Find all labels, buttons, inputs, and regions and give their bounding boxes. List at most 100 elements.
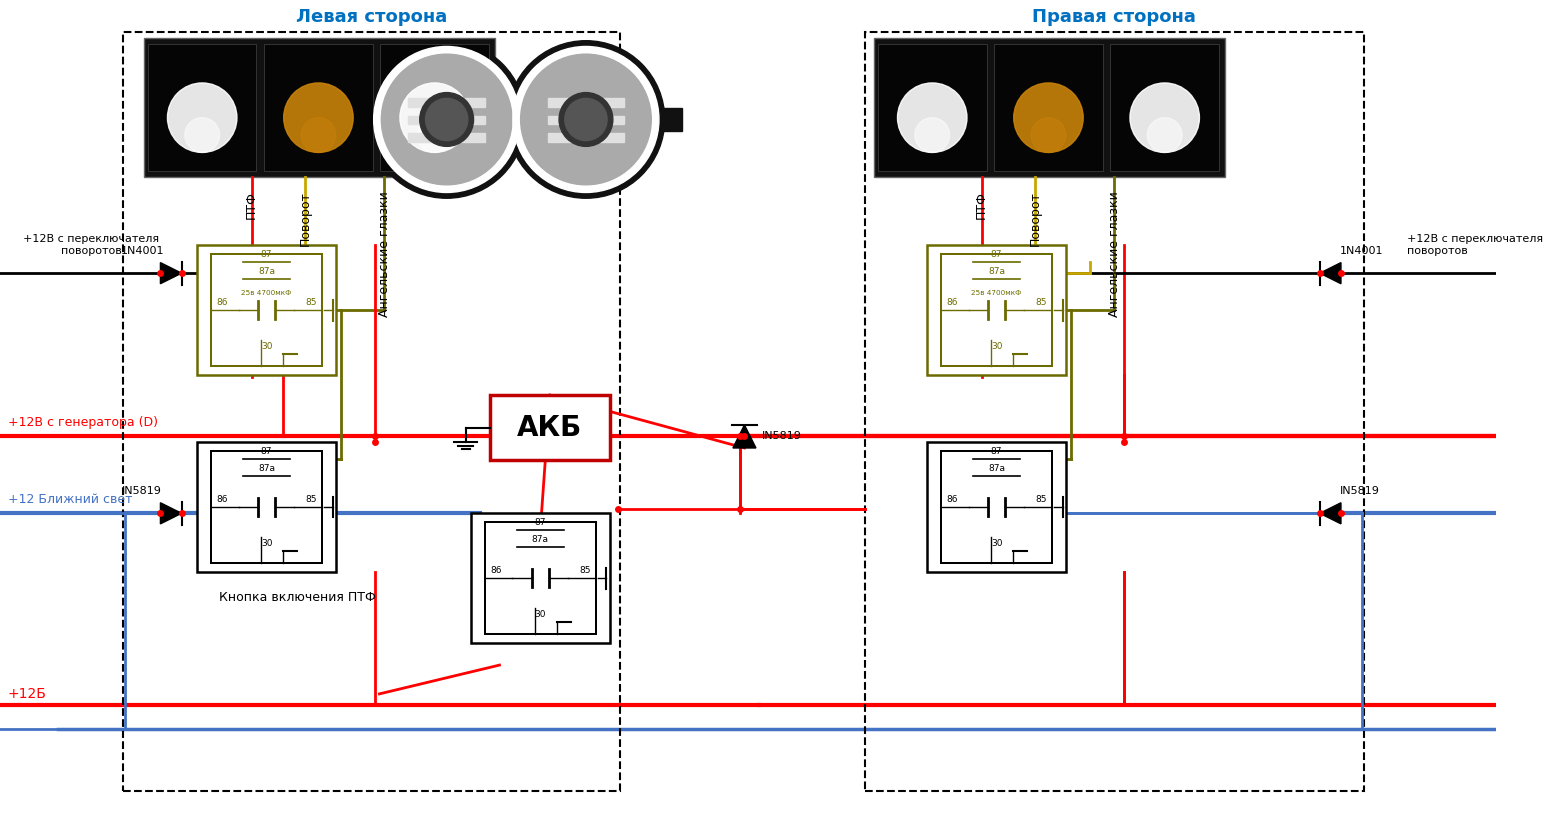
Text: 25в 4700мкФ: 25в 4700мкФ <box>972 290 1021 296</box>
Bar <box>484 523 596 634</box>
Text: 87: 87 <box>534 518 547 527</box>
Text: 25в 4700мкФ: 25в 4700мкФ <box>241 290 291 296</box>
Text: 30: 30 <box>262 342 272 351</box>
Text: 85: 85 <box>1035 298 1046 307</box>
Text: 86: 86 <box>947 495 958 504</box>
Bar <box>196 246 336 375</box>
Text: IN5819: IN5819 <box>123 486 162 496</box>
Text: 86: 86 <box>216 298 227 307</box>
Text: +12 Ближний свет: +12 Ближний свет <box>8 492 132 505</box>
Text: Кнопка включения ПТФ: Кнопка включения ПТФ <box>220 591 377 604</box>
Text: 86: 86 <box>490 566 501 575</box>
Text: Левая сторона: Левая сторона <box>296 8 447 26</box>
Text: 30: 30 <box>990 539 1003 548</box>
Circle shape <box>916 118 950 152</box>
Bar <box>380 43 489 171</box>
Text: 1N4001: 1N4001 <box>120 246 163 256</box>
Bar <box>145 38 495 177</box>
Text: 87a: 87a <box>532 535 548 544</box>
Text: 85: 85 <box>305 495 318 504</box>
Circle shape <box>1014 83 1084 152</box>
Circle shape <box>301 118 336 152</box>
Bar <box>265 43 372 171</box>
Bar <box>408 98 486 107</box>
Circle shape <box>381 54 512 185</box>
Bar <box>878 43 987 171</box>
Bar <box>196 442 336 572</box>
Text: Ангельские глазки: Ангельские глазки <box>1107 192 1121 317</box>
Bar <box>523 108 543 131</box>
Circle shape <box>1130 83 1199 152</box>
Circle shape <box>425 98 467 141</box>
Bar <box>408 133 486 142</box>
Polygon shape <box>733 425 757 448</box>
Text: 86: 86 <box>216 495 227 504</box>
Circle shape <box>420 93 473 147</box>
Text: Поворот: Поворот <box>299 192 311 247</box>
Text: АКБ: АКБ <box>517 414 582 441</box>
Circle shape <box>367 41 525 198</box>
Text: 1N4001: 1N4001 <box>1341 246 1384 256</box>
Text: 86: 86 <box>947 298 958 307</box>
Circle shape <box>1031 118 1067 152</box>
Bar <box>490 108 509 131</box>
Bar <box>490 395 610 460</box>
Bar <box>926 442 1067 572</box>
Bar <box>148 43 257 171</box>
Text: 30: 30 <box>990 342 1003 351</box>
Bar <box>548 133 624 142</box>
Text: 87: 87 <box>990 250 1003 259</box>
Circle shape <box>520 54 651 185</box>
Polygon shape <box>1320 263 1341 283</box>
Bar <box>926 246 1067 375</box>
Text: 85: 85 <box>305 298 318 307</box>
Bar <box>210 255 322 366</box>
Text: +12В с генератора (D): +12В с генератора (D) <box>8 416 157 429</box>
Text: 87a: 87a <box>258 267 276 276</box>
Bar <box>864 32 1364 791</box>
Text: ПТФ: ПТФ <box>975 192 989 219</box>
Bar <box>210 451 322 563</box>
Circle shape <box>512 47 659 192</box>
Circle shape <box>400 83 469 152</box>
Text: Правая сторона: Правая сторона <box>1032 8 1196 26</box>
Circle shape <box>168 83 237 152</box>
Text: +12Б: +12Б <box>8 686 47 700</box>
Text: 87a: 87a <box>989 267 1006 276</box>
Bar <box>470 514 610 643</box>
Text: Ангельские глазки: Ангельские глазки <box>378 192 391 317</box>
Circle shape <box>1148 118 1182 152</box>
Polygon shape <box>160 503 182 524</box>
Text: IN5819: IN5819 <box>761 432 802 441</box>
Text: 30: 30 <box>262 539 272 548</box>
Text: 87: 87 <box>262 250 272 259</box>
Bar <box>408 115 486 124</box>
Bar <box>548 98 624 107</box>
Circle shape <box>508 41 665 198</box>
Text: 85: 85 <box>579 566 590 575</box>
Circle shape <box>565 98 607 141</box>
Bar <box>873 38 1225 177</box>
Bar <box>123 32 620 791</box>
Text: 87a: 87a <box>989 464 1006 473</box>
Text: 30: 30 <box>534 610 547 619</box>
Bar <box>940 255 1053 366</box>
Text: ПТФ: ПТФ <box>244 192 258 219</box>
Circle shape <box>559 93 613 147</box>
Circle shape <box>374 47 520 192</box>
Bar <box>350 108 371 131</box>
Text: 87a: 87a <box>258 464 276 473</box>
Circle shape <box>897 83 967 152</box>
Text: +12В с переключателя
поворотов: +12В с переключателя поворотов <box>23 234 159 256</box>
Circle shape <box>185 118 220 152</box>
Polygon shape <box>160 263 182 283</box>
Text: 87: 87 <box>990 447 1003 456</box>
Text: +12В с переключателя
поворотов: +12В с переключателя поворотов <box>1408 234 1543 256</box>
Polygon shape <box>1320 503 1341 524</box>
Bar <box>663 108 682 131</box>
Text: Поворот: Поворот <box>1029 192 1042 247</box>
Bar <box>548 115 624 124</box>
Circle shape <box>417 118 452 152</box>
Text: IN5819: IN5819 <box>1341 486 1380 496</box>
Bar <box>940 451 1053 563</box>
